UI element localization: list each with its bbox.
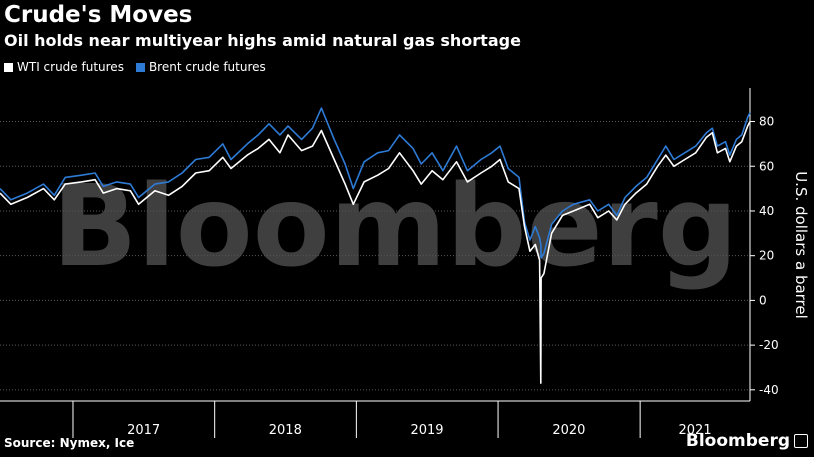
- year-label-2019: 2019: [410, 423, 443, 438]
- series-line-wti: [0, 121, 751, 384]
- brand-name: Bloomberg: [685, 431, 790, 451]
- legend: WTI crude futures Brent crude futures: [4, 60, 278, 74]
- chart-title: Crude's Moves: [4, 2, 193, 28]
- year-label-2020: 2020: [552, 423, 585, 438]
- legend-item-wti: WTI crude futures: [4, 60, 124, 74]
- brand-logo: Bloomberg: [686, 431, 808, 451]
- legend-label-brent: Brent crude futures: [148, 60, 266, 74]
- series-line-brent: [0, 107, 751, 259]
- y-tick-label-80: 80: [759, 115, 774, 129]
- legend-swatch-brent: [135, 62, 145, 72]
- bloomberg-logo-icon: [794, 434, 808, 448]
- y-tick-label-20: 20: [759, 249, 774, 263]
- y-tick-label--20: -20: [759, 338, 779, 352]
- year-label-2021: 2021: [679, 423, 712, 438]
- legend-swatch-wti: [4, 62, 13, 72]
- y-tick-label--40: -40: [759, 383, 779, 397]
- y-axis-label: U.S. dollars a barrel: [792, 171, 810, 319]
- y-tick-label-0: 0: [759, 293, 767, 307]
- watermark-text: Bloomberg: [52, 162, 738, 292]
- y-tick-label-40: 40: [759, 204, 774, 218]
- year-label-2018: 2018: [269, 423, 302, 438]
- chart-subtitle: Oil holds near multiyear highs amid natu…: [4, 31, 521, 50]
- y-tick-label-60: 60: [759, 159, 774, 173]
- year-label-2017: 2017: [127, 423, 160, 438]
- legend-item-brent: Brent crude futures: [135, 60, 266, 74]
- legend-label-wti: WTI crude futures: [17, 60, 124, 74]
- source-note: Source: Nymex, Ice: [4, 436, 135, 450]
